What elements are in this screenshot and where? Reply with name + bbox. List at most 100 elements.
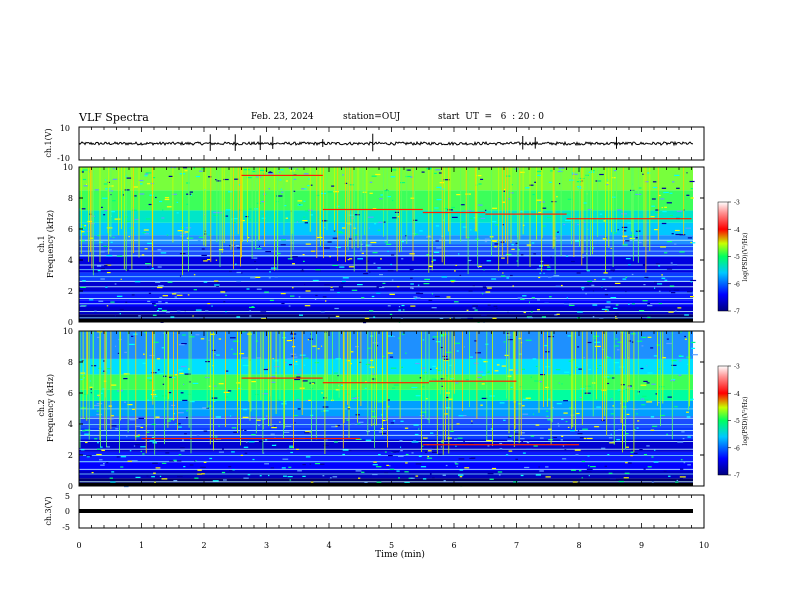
spectrogram-speckle: [309, 214, 313, 216]
spectrogram-speckle: [499, 448, 503, 450]
spectrogram-streak: [87, 331, 89, 395]
spectrogram-speckle: [684, 314, 689, 316]
spectrogram-speckle: [96, 403, 103, 405]
spectrogram-speckle: [692, 354, 698, 356]
spectrogram-speckle: [387, 352, 393, 354]
spectrogram-speckle: [503, 188, 506, 191]
spectrogram-speckle: [146, 475, 149, 477]
spectrogram-speckle: [473, 362, 479, 364]
spectrogram-line: [79, 246, 693, 247]
spectrogram-streak: [351, 167, 353, 249]
spectrogram-speckle: [324, 227, 326, 229]
spectrogram-streak: [90, 167, 91, 252]
spectrogram-speckle: [245, 216, 249, 218]
spectrogram-speckle: [286, 340, 293, 342]
ytick-label: 8: [68, 194, 73, 203]
spectrogram-speckle: [145, 218, 151, 220]
spectrogram-speckle: [456, 350, 459, 352]
ch3-ytick-middle: 0: [65, 507, 70, 516]
spectrogram-speckle: [539, 265, 543, 267]
spectrogram-speckle: [571, 224, 573, 226]
spectrogram-speckle: [296, 399, 300, 401]
spectrogram-speckle: [84, 234, 86, 236]
spectrogram-speckle: [422, 478, 427, 480]
spectrogram-speckle: [422, 339, 425, 341]
spectrogram-speckle: [481, 383, 485, 385]
spectrogram-speckle: [582, 428, 588, 430]
spectrogram-speckle: [446, 296, 451, 298]
spectrogram-speckle: [507, 311, 509, 314]
spectrogram-speckle: [249, 315, 252, 317]
spectrogram-speckle: [398, 309, 401, 311]
spectrogram-floor: [79, 319, 693, 322]
spectrogram-speckle: [486, 439, 492, 442]
spectrogram-speckle: [287, 358, 293, 360]
spectrogram-streak: [237, 331, 238, 434]
spectrogram-speckle: [186, 182, 190, 184]
spectrogram-speckle: [270, 267, 277, 269]
spectrogram-speckle: [415, 463, 422, 465]
spectrogram-speckle: [641, 336, 647, 338]
spectrogram-speckle: [297, 200, 303, 202]
spectrogram-speckle: [534, 181, 537, 183]
spectrogram-speckle: [653, 355, 658, 357]
spectrogram-speckle: [87, 220, 92, 223]
spectrogram-streak: [573, 167, 575, 257]
spectrogram-speckle: [377, 229, 381, 231]
spectrogram-speckle: [616, 209, 622, 211]
spectrogram-speckle: [162, 209, 164, 211]
spectrogram-speckle: [677, 441, 684, 443]
spectrogram-streak: [152, 167, 154, 268]
spectrogram-speckle: [119, 313, 121, 315]
spectrogram-streak: [168, 331, 169, 400]
spectrogram-speckle: [541, 316, 546, 318]
spectrogram-speckle: [82, 228, 85, 230]
spectrogram-speckle: [248, 441, 255, 443]
ch1-colorbar-ticks: -3-4-5-6-7: [728, 200, 740, 316]
spectrogram-speckle: [168, 392, 172, 394]
spectrogram-speckle: [177, 412, 184, 414]
spectrogram-speckle: [558, 425, 560, 427]
spectrogram-speckle: [333, 191, 339, 193]
spectrogram-speckle: [646, 382, 650, 384]
spectrogram-speckle: [426, 254, 429, 256]
spectrogram-speckle: [387, 335, 394, 337]
spectrogram-streak: [241, 167, 242, 258]
spectrogram-speckle: [547, 398, 551, 400]
spectrogram-speckle: [82, 169, 88, 171]
spectrogram-speckle: [261, 318, 267, 320]
spectrogram-speckle: [588, 171, 595, 173]
spectrogram-speckle: [685, 227, 691, 229]
spectrogram-speckle: [391, 279, 394, 281]
spectrogram-speckle: [508, 198, 511, 200]
spectrogram-speckle: [186, 417, 188, 419]
spectrogram-speckle: [590, 466, 596, 468]
spectrogram-speckle: [230, 337, 236, 339]
spectrogram-speckle: [363, 273, 369, 275]
spectrogram-speckle: [675, 233, 682, 236]
spectrogram-speckle: [265, 439, 268, 441]
spectrogram-speckle: [288, 305, 291, 307]
spectrogram-speckle: [502, 224, 504, 226]
spectrogram-streak: [643, 167, 645, 247]
spectrogram-speckle: [454, 438, 458, 440]
spectrogram-speckle: [144, 248, 148, 250]
spectrogram-speckle: [440, 378, 445, 380]
spectrogram-speckle: [386, 399, 390, 401]
spectrogram-streak: [237, 167, 239, 235]
spectrogram-speckle: [180, 365, 187, 368]
spectrogram-speckle: [419, 377, 422, 379]
spectrogram-speckle: [216, 212, 223, 214]
spectrogram-speckle: [304, 222, 308, 224]
spectrogram-speckle: [588, 475, 590, 477]
spectrogram-streak: [428, 167, 430, 273]
spectrogram-streak: [347, 331, 348, 405]
spectrogram-speckle: [330, 286, 333, 288]
spectrogram-streak: [316, 167, 318, 258]
spectrogram-speckle: [289, 445, 294, 447]
spectrogram-speckle: [455, 264, 457, 266]
spectrogram-speckle: [637, 420, 640, 422]
spectrogram-speckle: [632, 408, 639, 410]
spectrogram-speckle: [174, 374, 178, 376]
spectrogram-speckle: [611, 196, 616, 198]
